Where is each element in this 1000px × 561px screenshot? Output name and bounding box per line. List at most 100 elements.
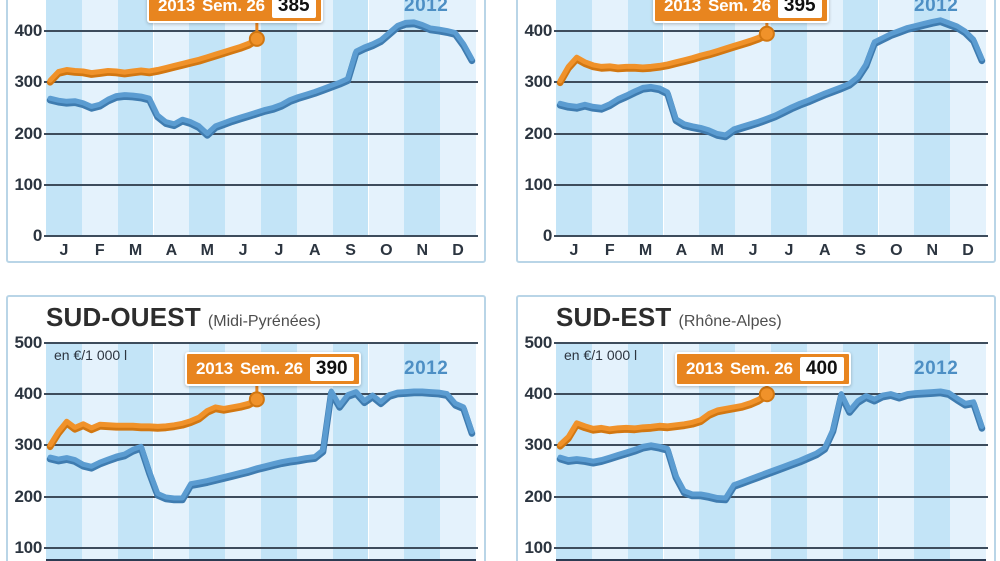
bottom-bar	[46, 559, 476, 561]
gridline	[554, 342, 988, 344]
month-band	[842, 0, 879, 236]
gridline	[44, 495, 478, 498]
badge-week-label: Sem. 26	[202, 0, 265, 15]
y-tick-label: 200	[524, 486, 553, 506]
month-band	[663, 0, 700, 236]
chart-title: SUD-EST	[556, 302, 672, 332]
series-2013-line	[557, 30, 770, 84]
y-tick-label: 0	[32, 226, 42, 245]
bottom-bar	[556, 559, 986, 561]
gridline	[554, 235, 988, 237]
gridline	[44, 546, 478, 549]
month-band	[806, 0, 843, 236]
plot-area	[556, 382, 986, 504]
badge-year: 2013	[686, 359, 724, 378]
y-tick-label: 100	[14, 174, 43, 194]
month-label: S	[855, 242, 866, 259]
series-2013-line	[557, 391, 770, 447]
month-label: D	[962, 242, 974, 259]
plot-area	[556, 17, 986, 141]
y-tick-label: 300	[14, 72, 43, 92]
y-tick-label: 400	[524, 384, 553, 404]
chart-card-top-right: 5004003002001000JFMAMJJASONDen €/1 000 l…	[516, 0, 996, 263]
month-band	[81, 0, 118, 236]
y-tick-label: 300	[524, 72, 553, 92]
y-tick-label: 400	[14, 384, 43, 404]
y-tick-label: 400	[14, 21, 43, 41]
gridline	[44, 342, 478, 344]
week26-marker	[248, 391, 265, 408]
y-tick-label: 100	[14, 537, 43, 557]
month-band	[81, 343, 118, 561]
month-band	[404, 343, 441, 561]
chart-card-sud-ouest: 5004003002001000JFMAMJJASONDSUD-OUEST(Mi…	[6, 295, 486, 561]
badge-year: 2013	[158, 0, 196, 15]
badge-week-label: Sem. 26	[708, 0, 771, 15]
gridline	[44, 81, 478, 84]
week26-marker	[248, 30, 265, 47]
year-2012-label: 2012	[404, 358, 449, 379]
month-band	[627, 0, 664, 236]
chart-region: (Rhône-Alpes)	[678, 313, 782, 330]
value-badge-2013: 2013 Sem. 26 385	[147, 0, 323, 23]
month-label: M	[710, 242, 724, 259]
badge-year: 2013	[664, 0, 702, 15]
month-band	[296, 0, 333, 236]
month-label: S	[345, 242, 356, 259]
series-2013-line-shadow	[556, 392, 771, 450]
month-band	[556, 0, 592, 236]
month-band	[556, 343, 592, 561]
gridline	[44, 235, 478, 237]
badge-year: 2013	[196, 359, 234, 378]
gridline	[44, 30, 478, 33]
y-tick-label: 200	[524, 123, 553, 143]
series-2013-line	[47, 396, 260, 448]
month-label: M	[638, 242, 653, 259]
month-label: A	[675, 242, 688, 259]
plot-area	[46, 19, 476, 139]
month-label: J	[274, 242, 284, 259]
week26-marker	[758, 25, 775, 42]
month-label: O	[380, 242, 393, 259]
y-tick-label: 100	[524, 174, 553, 194]
month-band	[914, 343, 951, 561]
gridline	[554, 546, 988, 549]
y-tick-label: 300	[524, 435, 553, 455]
gridline	[554, 183, 988, 186]
gridline	[554, 132, 988, 135]
month-label: N	[416, 242, 429, 259]
month-band	[368, 343, 405, 561]
month-band	[189, 0, 226, 236]
month-band	[46, 0, 82, 236]
month-label: M	[200, 242, 214, 259]
chart-card-top-left: 5004003002001000JFMAMJJASONDen €/1 000 l…	[6, 0, 486, 263]
year-2012-label: 2012	[914, 0, 959, 16]
month-label: J	[569, 242, 579, 259]
badge-week-label: Sem. 26	[730, 359, 793, 378]
gridline	[44, 444, 478, 447]
chart-header: SUD-EST (Rhône-Alpes)	[556, 302, 782, 333]
month-band	[950, 343, 986, 561]
unit-label: en €/1 000 l	[54, 347, 128, 363]
chart-title: SUD-OUEST	[46, 302, 201, 332]
chart-card-sud-est: 5004003002001000JFMAMJJASONDSUD-EST(Rhôn…	[516, 295, 996, 561]
week26-marker	[758, 386, 775, 403]
badge-value: 390	[309, 357, 354, 381]
gridline	[554, 444, 988, 447]
month-band	[404, 0, 441, 236]
series-2012-line	[557, 388, 985, 501]
month-label: F	[604, 242, 615, 259]
month-label: A	[818, 242, 831, 259]
badge-value: 395	[777, 0, 822, 18]
gridline	[44, 132, 478, 135]
month-band	[46, 343, 82, 561]
y-tick-label: 300	[14, 435, 43, 455]
year-2012-label: 2012	[914, 358, 959, 379]
gridline	[44, 183, 478, 186]
series-2012-line-shadow	[46, 389, 476, 504]
month-label: A	[165, 242, 178, 259]
chart-region: (Midi-Pyrénées)	[207, 313, 321, 330]
y-tick-label: 500	[524, 333, 553, 352]
series-2012-line	[47, 388, 475, 501]
